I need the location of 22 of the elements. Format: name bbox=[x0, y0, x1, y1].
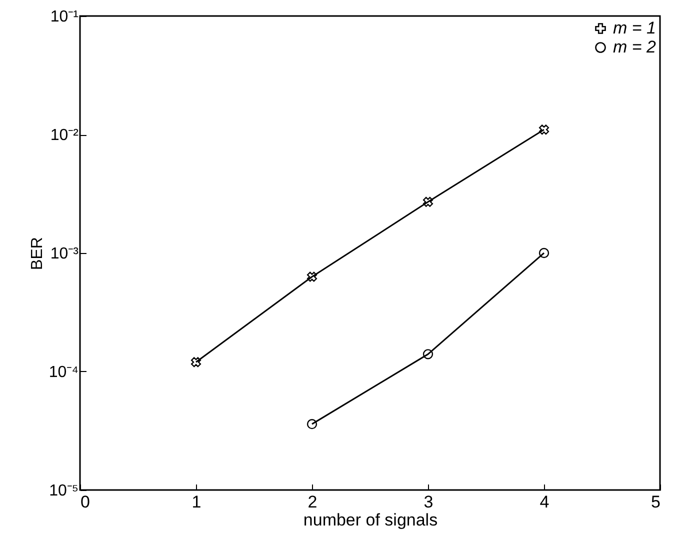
x-tick-label: 0 bbox=[80, 492, 90, 512]
x-tick-label: 4 bbox=[540, 492, 550, 512]
x-tick-label: 1 bbox=[192, 492, 202, 512]
y-tick-label: 10⁻¹ bbox=[50, 8, 78, 26]
x-tick-label: 2 bbox=[308, 492, 318, 512]
x-tick-label: 3 bbox=[424, 492, 434, 512]
point bbox=[538, 248, 550, 258]
point bbox=[190, 357, 202, 368]
point bbox=[306, 419, 318, 430]
point bbox=[422, 349, 434, 360]
point bbox=[422, 196, 434, 207]
x-axis-title: number of signals bbox=[303, 510, 438, 530]
legend-label: m = 1 bbox=[613, 18, 656, 38]
y-axis-title: BER bbox=[28, 237, 46, 270]
point bbox=[538, 124, 550, 135]
y-tick-label: 10⁻³ bbox=[50, 246, 80, 262]
y-tick-label: 10⁻² bbox=[50, 127, 80, 144]
y-tick-label: 10⁻⁴ bbox=[48, 364, 79, 381]
point bbox=[306, 272, 318, 282]
legend-label: m = 2 bbox=[613, 38, 657, 56]
y-tick-label: 10⁻⁵ bbox=[49, 482, 78, 500]
x-tick-label: 5 bbox=[651, 492, 660, 512]
